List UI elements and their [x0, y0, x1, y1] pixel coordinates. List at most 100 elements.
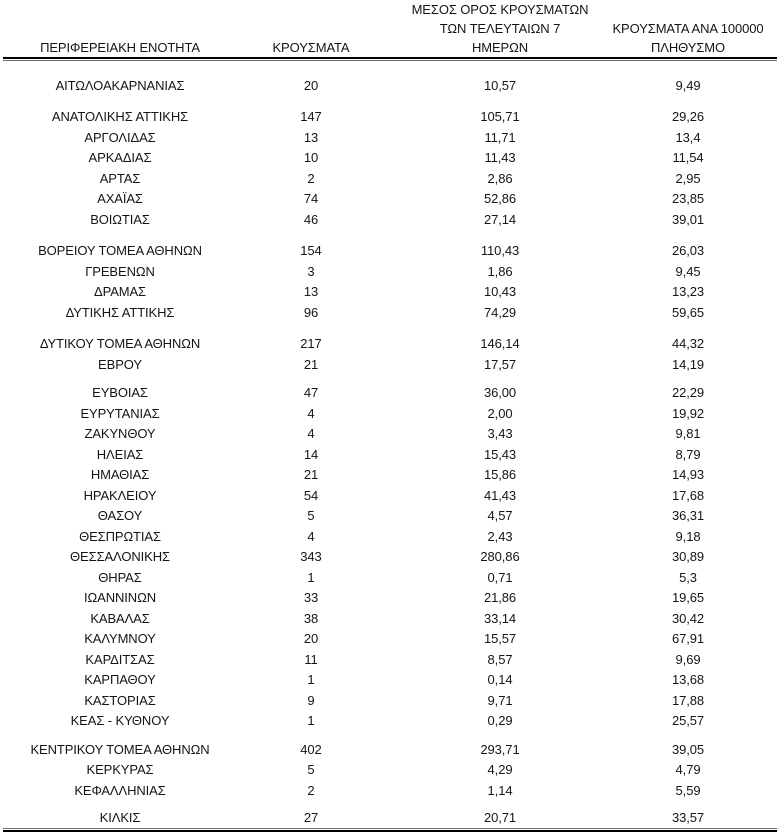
- per-100k-cell: 13,23: [671, 284, 705, 300]
- per-100k-cell: 33,57: [671, 810, 705, 826]
- region-name-cell: ΒΟΙΩΤΙΑΣ: [90, 211, 150, 227]
- region-name-cell: ΘΕΣΣΑΛΟΝΙΚΗΣ: [70, 549, 170, 565]
- cases-cell: 343: [300, 549, 322, 565]
- header-regional-unit: ΠΕΡΙΦΕΡΕΙΑΚΗ ΕΝΟΤΗΤΑ: [0, 0, 240, 59]
- avg-7day-cell: 4,29: [487, 762, 513, 778]
- per-100k-cell: 23,85: [671, 191, 705, 207]
- region-name-cell: ΚΑΒΑΛΑΣ: [90, 610, 150, 626]
- avg-7day-cell: 36,00: [483, 385, 517, 401]
- row-group: ΑΙΤΩΛΟΑΚΑΡΝΑΝΙΑΣ 20 10,57 9,49: [0, 75, 780, 96]
- cases-cell: 5: [307, 508, 315, 524]
- region-name-cell: ΓΡΕΒΕΝΩΝ: [85, 263, 155, 279]
- row-group: ΚΙΛΚΙΣ 27 20,71 33,57: [0, 808, 780, 829]
- cases-cell: 20: [303, 77, 319, 93]
- per-100k-cell: 9,45: [675, 263, 701, 279]
- per-100k-cell: 19,65: [671, 590, 705, 606]
- cases-cell: 402: [300, 741, 322, 757]
- table-row: ΒΟΡΕΙΟΥ ΤΟΜΕΑ ΑΘΗΝΩΝ 154 110,43 26,03: [0, 241, 780, 262]
- cases-cell: 2: [307, 170, 315, 186]
- avg-7day-cell: 11,71: [484, 129, 516, 145]
- avg-7day-cell: 0,29: [487, 713, 513, 729]
- avg-7day-cell: 52,86: [483, 191, 517, 207]
- table-row: ΚΑΡΔΙΤΣΑΣ 11 8,57 9,69: [0, 649, 780, 670]
- per-100k-cell: 59,65: [671, 304, 705, 320]
- table-row: ΚΕΑΣ - ΚΥΘΝΟΥ 1 0,29 25,57: [0, 711, 780, 732]
- cases-cell: 46: [303, 211, 319, 227]
- per-100k-cell: 17,68: [671, 487, 705, 503]
- header-7day-average-line1: ΜΕΣΟΣ ΟΡΟΣ ΚΡΟΥΣΜΑΤΩΝ: [411, 2, 589, 17]
- per-100k-cell: 67,91: [671, 631, 705, 647]
- avg-7day-cell: 2,86: [487, 170, 513, 186]
- avg-7day-cell: 41,43: [483, 487, 517, 503]
- avg-7day-cell: 4,57: [487, 508, 513, 524]
- avg-7day-cell: 1,14: [487, 782, 513, 798]
- table-row: ΑΡΚΑΔΙΑΣ 10 11,43 11,54: [0, 148, 780, 169]
- avg-7day-cell: 105,71: [480, 109, 520, 125]
- table-row: ΘΗΡΑΣ 1 0,71 5,3: [0, 567, 780, 588]
- avg-7day-cell: 293,71: [480, 741, 520, 757]
- table-row: ΚΑΒΑΛΑΣ 38 33,14 30,42: [0, 608, 780, 629]
- avg-7day-cell: 0,71: [487, 569, 513, 585]
- cases-cell: 10: [303, 150, 319, 166]
- avg-7day-cell: 21,86: [483, 590, 517, 606]
- per-100k-cell: 26,03: [671, 243, 705, 259]
- region-name-cell: ΑΝΑΤΟΛΙΚΗΣ ΑΤΤΙΚΗΣ: [51, 109, 189, 125]
- region-name-cell: ΚΕΑΣ - ΚΥΘΝΟΥ: [70, 713, 170, 729]
- per-100k-cell: 14,93: [671, 467, 705, 483]
- cases-cell: 13: [303, 284, 319, 300]
- table-row: ΑΡΓΟΛΙΔΑΣ 13 11,71 13,4: [0, 127, 780, 148]
- region-name-cell: ΕΥΒΟΙΑΣ: [92, 385, 148, 401]
- table-row: ΘΕΣΠΡΩΤΙΑΣ 4 2,43 9,18: [0, 526, 780, 547]
- table-row: ΖΑΚΥΝΘΟΥ 4 3,43 9,81: [0, 424, 780, 445]
- header-divider-line: [3, 57, 777, 61]
- region-name-cell: ΘΑΣΟΥ: [97, 508, 143, 524]
- avg-7day-cell: 10,43: [483, 284, 517, 300]
- region-name-cell: ΕΒΡΟΥ: [98, 356, 142, 372]
- region-name-cell: ΚΙΛΚΙΣ: [99, 810, 141, 826]
- region-name-cell: ΗΜΑΘΙΑΣ: [90, 467, 150, 483]
- region-name-cell: ΚΕΦΑΛΛΗΝΙΑΣ: [74, 782, 166, 798]
- avg-7day-cell: 33,14: [483, 610, 517, 626]
- table-row: ΚΙΛΚΙΣ 27 20,71 33,57: [0, 808, 780, 829]
- cases-cell: 21: [303, 356, 319, 372]
- cases-cell: 4: [307, 405, 315, 421]
- cases-cell: 154: [300, 243, 322, 259]
- region-name-cell: ΔΥΤΙΚΟΥ ΤΟΜΕΑ ΑΘΗΝΩΝ: [39, 336, 201, 352]
- row-group: ΔΥΤΙΚΟΥ ΤΟΜΕΑ ΑΘΗΝΩΝ 217 146,14 44,32 ΕΒΡΟΥ 2…: [0, 334, 780, 375]
- cases-cell: 147: [300, 109, 322, 125]
- per-100k-cell: 13,4: [675, 129, 701, 145]
- per-100k-cell: 30,42: [671, 610, 705, 626]
- table-row: ΓΡΕΒΕΝΩΝ 3 1,86 9,45: [0, 261, 780, 282]
- per-100k-cell: 4,79: [675, 762, 701, 778]
- header-cases: ΚΡΟΥΣΜΑΤΑ: [240, 0, 382, 59]
- cases-cell: 4: [307, 426, 315, 442]
- cases-cell: 3: [307, 263, 315, 279]
- table-row: ΔΥΤΙΚΗΣ ΑΤΤΙΚΗΣ 96 74,29 59,65: [0, 302, 780, 323]
- header-per-100k-line2: ΠΛΗΘΥΣΜΟ: [650, 40, 725, 55]
- region-name-cell: ΑΡΤΑΣ: [99, 170, 141, 186]
- cases-cell: 96: [303, 304, 319, 320]
- cases-cell: 13: [303, 129, 319, 145]
- row-group: ΒΟΡΕΙΟΥ ΤΟΜΕΑ ΑΘΗΝΩΝ 154 110,43 26,03 ΓΡΕΒΕΝ…: [0, 241, 780, 323]
- row-group: ΑΝΑΤΟΛΙΚΗΣ ΑΤΤΙΚΗΣ 147 105,71 29,26 ΑΡΓΟΛΙΔΑ…: [0, 107, 780, 230]
- avg-7day-cell: 20,71: [483, 810, 517, 826]
- avg-7day-cell: 27,14: [483, 211, 517, 227]
- avg-7day-cell: 2,43: [487, 528, 513, 544]
- cases-cell: 9: [307, 692, 315, 708]
- header-per-100k: ΚΡΟΥΣΜΑΤΑ ΑΝΑ 100000 ΠΛΗΘΥΣΜΟ: [612, 0, 763, 59]
- per-100k-cell: 17,88: [671, 692, 705, 708]
- region-name-cell: ΑΡΓΟΛΙΔΑΣ: [84, 129, 156, 145]
- per-100k-cell: 19,92: [671, 405, 705, 421]
- table-row: ΑΝΑΤΟΛΙΚΗΣ ΑΤΤΙΚΗΣ 147 105,71 29,26: [0, 107, 780, 128]
- cases-cell: 11: [304, 651, 318, 667]
- cases-cell: 5: [307, 762, 315, 778]
- region-name-cell: ΘΗΡΑΣ: [98, 569, 142, 585]
- cases-cell: 1: [307, 672, 315, 688]
- per-100k-cell: 9,49: [675, 77, 701, 93]
- header-7day-average-line2: ΤΩΝ ΤΕΛΕΥΤΑΙΩΝ 7: [439, 21, 561, 36]
- table-header-row: ΠΕΡΙΦΕΡΕΙΑΚΗ ΕΝΟΤΗΤΑ ΚΡΟΥΣΜΑΤΑ ΜΕΣΟΣ ΟΡΟ…: [0, 0, 780, 57]
- avg-7day-cell: 146,14: [480, 336, 520, 352]
- row-group: ΚΕΝΤΡΙΚΟΥ ΤΟΜΕΑ ΑΘΗΝΩΝ 402 293,71 39,05 ΚΕΡΚ…: [0, 739, 780, 801]
- table-row: ΙΩΑΝΝΙΝΩΝ 33 21,86 19,65: [0, 588, 780, 609]
- region-name-cell: ΗΡΑΚΛΕΙΟΥ: [83, 487, 157, 503]
